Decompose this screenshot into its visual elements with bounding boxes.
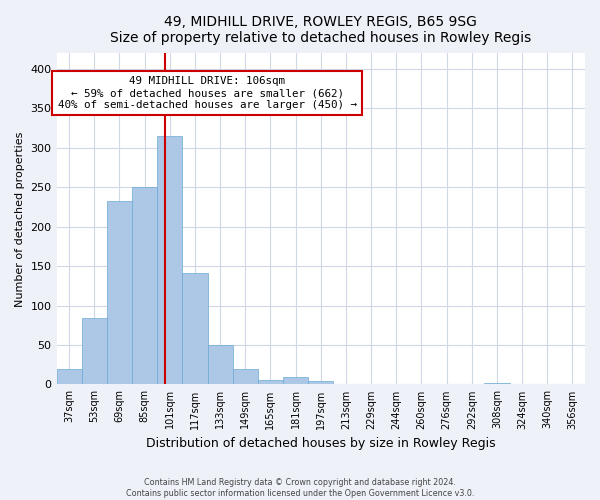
Bar	[107, 200, 132, 384]
Bar	[82, 318, 107, 384]
Bar	[56, 370, 82, 384]
Bar	[132, 188, 157, 384]
Bar	[157, 136, 182, 384]
Bar	[283, 376, 308, 384]
Title: 49, MIDHILL DRIVE, ROWLEY REGIS, B65 9SG
Size of property relative to detached h: 49, MIDHILL DRIVE, ROWLEY REGIS, B65 9SG…	[110, 15, 532, 45]
Y-axis label: Number of detached properties: Number of detached properties	[15, 131, 25, 306]
Bar	[484, 383, 509, 384]
Text: Contains HM Land Registry data © Crown copyright and database right 2024.
Contai: Contains HM Land Registry data © Crown c…	[126, 478, 474, 498]
Bar	[208, 345, 233, 385]
Bar	[308, 382, 334, 384]
Bar	[233, 368, 258, 384]
X-axis label: Distribution of detached houses by size in Rowley Regis: Distribution of detached houses by size …	[146, 437, 496, 450]
Text: 49 MIDHILL DRIVE: 106sqm
← 59% of detached houses are smaller (662)
40% of semi-: 49 MIDHILL DRIVE: 106sqm ← 59% of detach…	[58, 76, 356, 110]
Bar	[258, 380, 283, 384]
Bar	[182, 274, 208, 384]
